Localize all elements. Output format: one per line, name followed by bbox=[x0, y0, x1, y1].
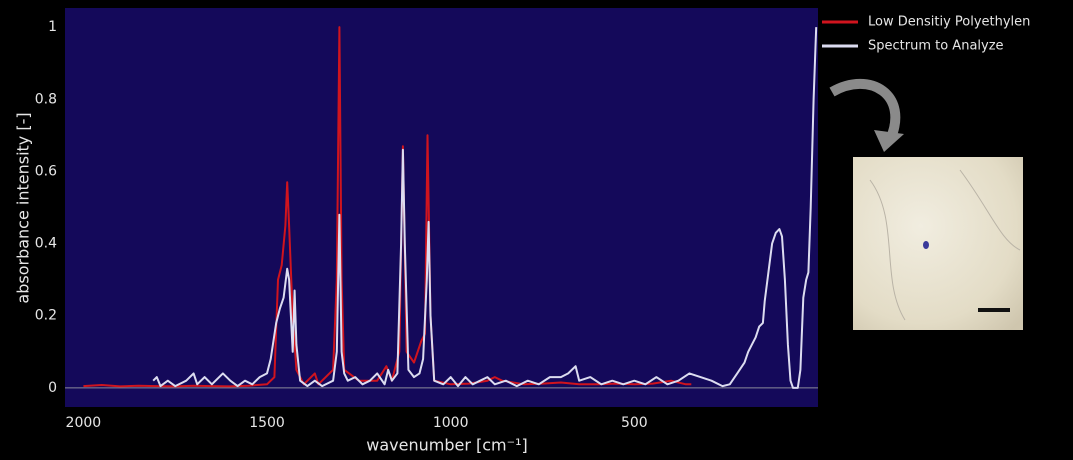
scale-bar bbox=[978, 308, 1010, 312]
particle bbox=[923, 241, 929, 249]
x-tick-label: 500 bbox=[621, 415, 648, 431]
y-tick-label: 1 bbox=[48, 19, 57, 35]
x-tick-label: 1000 bbox=[433, 415, 469, 431]
legend-label: Low Densitiy Polyethylen bbox=[868, 15, 1030, 30]
y-tick-label: 0.4 bbox=[35, 236, 57, 252]
y-tick-label: 0.2 bbox=[35, 308, 57, 324]
x-tick-label: 2000 bbox=[66, 415, 102, 431]
photo-texture bbox=[869, 169, 1021, 321]
y-tick-label: 0 bbox=[48, 380, 57, 396]
plot-area bbox=[65, 8, 818, 407]
x-tick-label: 1500 bbox=[249, 415, 285, 431]
y-axis-label: absorbance intensity [-] bbox=[14, 112, 33, 303]
y-tick-label: 0.6 bbox=[35, 163, 57, 179]
y-tick-label: 0.8 bbox=[35, 91, 57, 107]
legend-label: Spectrum to Analyze bbox=[868, 39, 1004, 54]
arrow bbox=[829, 78, 901, 143]
arrow-head bbox=[874, 130, 904, 152]
sample-photo bbox=[853, 157, 1023, 330]
spectrum-line bbox=[152, 27, 818, 389]
x-axis-label: wavenumber [cm⁻¹] bbox=[366, 436, 527, 455]
